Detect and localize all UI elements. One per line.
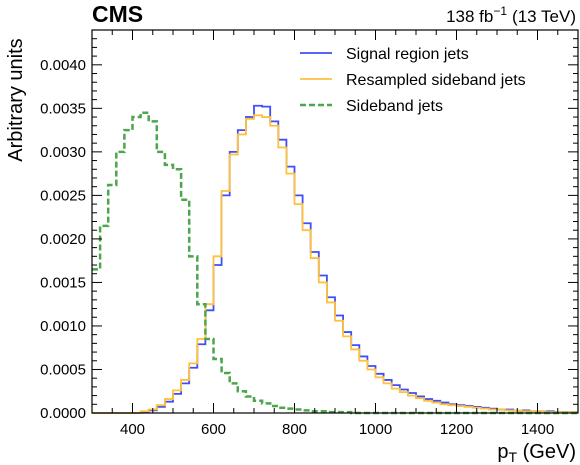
- x-tick-label: 800: [282, 421, 307, 438]
- y-tick-label: 0.0000: [40, 405, 86, 422]
- plot-series: [92, 104, 578, 415]
- y-tick-label: 0.0040: [40, 57, 86, 74]
- y-tick-label: 0.0005: [40, 361, 86, 378]
- legend-label-0: Signal region jets: [346, 46, 469, 63]
- x-axis-label: pT (GeV): [497, 441, 576, 465]
- x-tick-label: 1000: [359, 421, 392, 438]
- y-tick-label: 0.0010: [40, 318, 86, 335]
- series-line-0: [92, 104, 578, 414]
- legend: Signal region jets Resampled sideband jet…: [300, 46, 526, 115]
- y-tick-label: 0.0015: [40, 274, 86, 291]
- axis-ticks: 400 600 800 1000 1200 1400 0.0000 0.0005 0.0010 0…: [40, 29, 579, 438]
- y-tick-label: 0.0030: [40, 144, 86, 161]
- series-line-2: [92, 111, 578, 415]
- x-tick-label: 600: [201, 421, 226, 438]
- plot-frame: [91, 29, 579, 414]
- series-line-1: [92, 114, 578, 414]
- y-axis-label: Arbitrary units: [5, 38, 27, 161]
- x-tick-label: 400: [120, 421, 145, 438]
- legend-label-1: Resampled sideband jets: [346, 72, 526, 89]
- experiment-label: CMS: [92, 1, 143, 27]
- legend-label-2: Sideband jets: [346, 98, 443, 115]
- y-tick-label: 0.0035: [40, 100, 86, 117]
- lumi-label: 138 fb−1 (13 TeV): [446, 4, 576, 26]
- x-tick-label: 1400: [521, 421, 554, 438]
- y-tick-label: 0.0020: [40, 231, 86, 248]
- y-tick-label: 0.0025: [40, 187, 86, 204]
- x-tick-label: 1200: [440, 421, 473, 438]
